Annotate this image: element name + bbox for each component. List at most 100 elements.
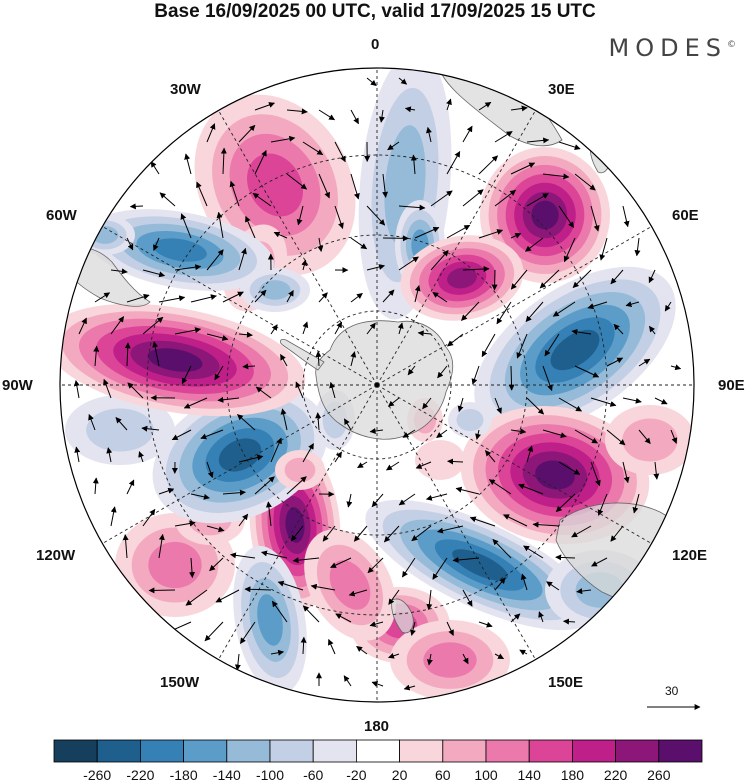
wind-vector-arrow	[280, 408, 288, 431]
wind-vector-arrow	[206, 123, 216, 143]
wind-vector-arrow	[174, 264, 202, 271]
wind-vector-arrow	[436, 429, 448, 439]
wind-vector-arrow	[255, 386, 272, 399]
wind-vector-arrow	[158, 487, 175, 495]
meridian-line	[376, 226, 652, 386]
anomaly-field	[60, 68, 694, 700]
map-disk	[60, 68, 694, 702]
wind-vector-arrow	[222, 489, 246, 496]
colorbar-tick-label: -260	[83, 767, 112, 783]
meridian-line	[102, 384, 378, 544]
wind-vector-arrow	[369, 621, 384, 628]
wind-vector-arrow	[638, 429, 651, 445]
wind-vector-arrow	[334, 451, 343, 463]
wind-vector-arrow	[510, 428, 527, 435]
lon-label-150e: 150E	[548, 674, 584, 691]
wind-vector-arrow	[122, 534, 129, 559]
wind-vector-arrow	[622, 205, 630, 228]
wind-vector-arrow	[106, 447, 113, 463]
wind-vector-arrow	[382, 173, 389, 198]
wind-vector-arrow	[237, 414, 256, 431]
wind-vector-arrow	[350, 109, 359, 125]
wind-vector-arrow	[230, 552, 256, 559]
colorbar-tick-label: 20	[391, 767, 408, 783]
wind-vector-arrow	[152, 341, 160, 367]
wind-vector-arrow	[410, 154, 417, 175]
wind-vector-arrow	[238, 454, 264, 463]
wind-vector-arrow	[310, 583, 336, 591]
wind-vector-arrow	[478, 621, 493, 628]
colorbar-swatch	[226, 739, 271, 763]
wind-vector-arrow	[508, 365, 515, 391]
wind-vector-arrow	[184, 153, 192, 175]
wind-vector-arrow	[426, 126, 432, 143]
wind-vector-arrow	[356, 645, 368, 655]
wind-vector-arrow	[78, 317, 87, 335]
wind-vector-arrow	[296, 205, 304, 226]
wind-vector-arrow	[148, 587, 176, 594]
wind-vector-arrow	[571, 525, 592, 538]
wind-vector-arrow	[532, 521, 560, 528]
wind-vector-arrow	[447, 333, 464, 347]
wind-vector-arrow	[239, 621, 256, 644]
colorbar-tick-label: 180	[560, 767, 585, 783]
meridian-line	[376, 110, 536, 386]
wind-vector-arrow	[571, 328, 592, 335]
wind-vector-arrow	[222, 291, 244, 303]
wind-vector-arrow	[366, 77, 377, 86]
wind-vector-arrow	[185, 589, 208, 606]
wind-vector-arrow	[317, 237, 324, 252]
colorbar-swatch	[96, 739, 141, 763]
wind-vector-arrow	[346, 493, 353, 508]
wind-vector-arrow	[238, 513, 249, 527]
wind-vector-arrow	[402, 429, 416, 438]
wind-vector-arrow	[348, 589, 368, 597]
wind-vector-arrow	[632, 493, 640, 514]
wind-vector-arrow	[488, 479, 512, 495]
negative-anomaly-contour	[259, 280, 291, 300]
wind-vector-arrow	[301, 259, 308, 271]
wind-vector-arrow	[587, 301, 608, 310]
wind-vector-arrow	[315, 350, 322, 367]
wind-vector-arrow	[606, 357, 624, 367]
wind-vector-arrow	[126, 237, 134, 251]
positive-anomaly-contour	[423, 642, 477, 678]
positive-anomaly-contour	[247, 153, 303, 217]
wind-vector-arrow	[574, 429, 599, 444]
wind-vector-arrow	[670, 429, 678, 444]
wind-vector-arrow	[388, 589, 400, 605]
wind-vector-arrow	[387, 141, 400, 151]
wind-vector-arrow	[335, 613, 352, 623]
wind-vector-arrow	[638, 358, 651, 367]
wind-vector-arrow	[461, 301, 480, 321]
wind-vector-arrow	[127, 382, 144, 399]
wind-vector-arrow	[526, 445, 534, 463]
wind-vector-arrow	[270, 324, 278, 335]
wind-vector-arrow	[343, 675, 352, 687]
negative-anomaly-contour	[91, 226, 119, 244]
wind-vector-arrow	[430, 190, 453, 207]
wind-vector-arrow	[648, 269, 656, 284]
wind-vector-arrow	[494, 577, 506, 591]
colorbar-swatch	[183, 739, 228, 763]
wind-vector-arrow	[518, 483, 544, 495]
meridian-line	[218, 110, 378, 386]
wind-vector-arrow	[478, 101, 492, 111]
wind-vector-arrow	[273, 231, 288, 239]
lon-label-180: 180	[364, 718, 390, 735]
wind-vector-arrow	[525, 237, 544, 252]
lon-label-120w: 120W	[36, 547, 76, 564]
wind-vector-arrow	[606, 429, 626, 446]
colorbar-tick-label: -60	[303, 767, 324, 783]
wind-vector-arrow	[494, 397, 502, 414]
wind-vector-arrow	[542, 429, 567, 439]
wind-vector-arrow	[174, 327, 202, 335]
wind-vector-arrow	[302, 321, 309, 335]
wind-vector-arrow	[385, 461, 400, 471]
positive-anomaly-contour	[622, 418, 678, 462]
positive-anomaly-contour	[285, 507, 305, 543]
wind-vector-arrow	[254, 289, 267, 303]
wind-vector-arrow	[244, 586, 272, 593]
wind-vector-arrow	[462, 189, 484, 207]
wind-vector-arrow	[142, 269, 166, 278]
